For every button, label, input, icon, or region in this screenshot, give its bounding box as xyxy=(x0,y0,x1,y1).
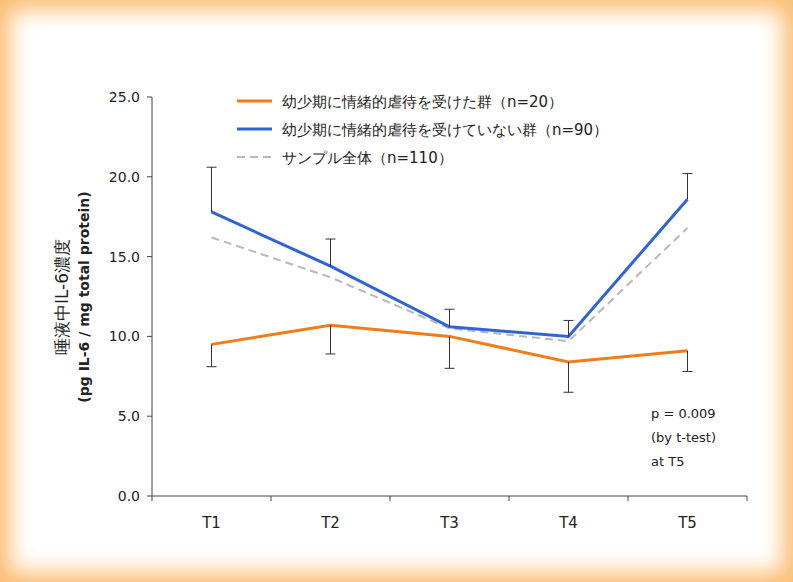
x-axis xyxy=(152,496,747,497)
error-bar-stem xyxy=(330,239,331,266)
x-tick-label: T1 xyxy=(201,514,221,532)
error-bar xyxy=(683,174,693,200)
error-bar-cap xyxy=(326,239,336,240)
legend-swatch xyxy=(237,100,272,103)
annotation: at T5 xyxy=(651,454,684,469)
error-bar-stem xyxy=(687,174,688,200)
legend-label: サンプル全体（n=110） xyxy=(282,149,453,167)
error-bar-cap xyxy=(326,353,336,354)
x-tick xyxy=(271,496,272,501)
y-tick xyxy=(147,176,152,177)
error-bar-cap xyxy=(683,173,693,174)
error-bar-cap xyxy=(207,167,217,168)
error-bar-stem xyxy=(568,320,569,336)
y-tick xyxy=(147,256,152,257)
x-tick-label: T3 xyxy=(439,514,459,532)
x-tick-label: T2 xyxy=(320,514,340,532)
error-bar xyxy=(326,325,336,354)
y-tick-label: 15.0 xyxy=(109,249,140,265)
y-tick xyxy=(147,336,152,337)
error-bar-stem xyxy=(449,336,450,368)
error-bar-cap xyxy=(445,368,455,369)
error-bar xyxy=(207,167,217,212)
error-bar-cap xyxy=(683,371,693,372)
error-bar xyxy=(445,336,455,368)
error-bar-stem xyxy=(211,167,212,212)
error-bar-cap xyxy=(207,366,217,367)
x-tick xyxy=(390,496,391,501)
error-bar-stem xyxy=(330,325,331,354)
error-bar-cap xyxy=(564,320,574,321)
x-tick-label: T4 xyxy=(558,514,578,532)
error-bar xyxy=(564,362,574,392)
y-tick-label: 25.0 xyxy=(109,89,140,105)
error-bar xyxy=(207,344,217,366)
error-bar xyxy=(326,239,336,266)
legend-swatch xyxy=(237,156,272,158)
y-tick-label: 20.0 xyxy=(109,169,140,185)
error-bar xyxy=(564,320,574,336)
error-bar-stem xyxy=(449,309,450,327)
y-tick xyxy=(147,416,152,417)
legend-label: 幼少期に情緒的虐待を受けた群（n=20） xyxy=(282,93,563,111)
chart: 0.0 5.0 10.0 15.0 20.0 25.0 T1 T2 T3 T4 T5 唾液中IL-6濃… xyxy=(0,0,793,582)
error-bar-stem xyxy=(687,351,688,372)
plot-area xyxy=(207,167,693,392)
error-bar xyxy=(683,351,693,372)
legend-label: 幼少期に情緒的虐待を受けていない群（n=90） xyxy=(282,121,608,139)
x-tick xyxy=(747,496,748,501)
error-bar-stem xyxy=(211,344,212,366)
y-axis-label: (pg IL-6 / mg total protein) xyxy=(76,191,92,402)
y-axis-label: 唾液中IL-6濃度 xyxy=(52,239,72,355)
error-bar-cap xyxy=(445,309,455,310)
y-tick xyxy=(147,496,152,497)
error-bar-stem xyxy=(568,362,569,392)
y-tick-label: 10.0 xyxy=(109,328,140,344)
annotation: p = 0.009 xyxy=(651,406,716,421)
y-tick-label: 0.0 xyxy=(118,488,140,504)
y-axis xyxy=(152,97,153,496)
x-tick-label: T5 xyxy=(677,514,697,532)
y-tick xyxy=(147,97,152,98)
x-tick xyxy=(509,496,510,501)
x-tick xyxy=(628,496,629,501)
error-bar xyxy=(445,309,455,327)
error-bar-cap xyxy=(564,392,574,393)
y-tick-label: 5.0 xyxy=(118,408,140,424)
legend-swatch xyxy=(237,128,272,131)
annotation: (by t-test) xyxy=(651,430,716,445)
series-line xyxy=(212,199,688,336)
x-tick xyxy=(152,496,153,501)
